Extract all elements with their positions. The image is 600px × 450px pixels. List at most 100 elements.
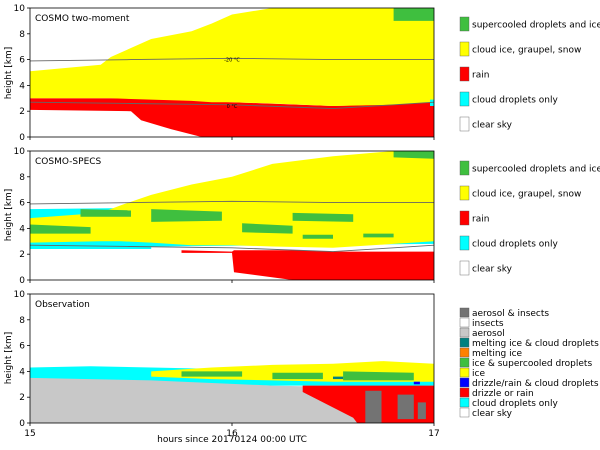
legend-label: aerosol & insects — [472, 309, 549, 319]
isotherm-annotation: -20 °C — [224, 57, 240, 63]
panel-2-legend: supercooled droplets and ice cloud ice, g… — [459, 160, 600, 276]
isotherm-0-c — [30, 101, 434, 110]
panel-1: -20 °C 0 °C 0 2 4 6 8 10 COSMO two-moment superco… — [14, 4, 600, 143]
patch-supercooled-droplets-and-ice — [393, 151, 434, 159]
panel-1-legend: supercooled droplets and ice cloud ice, g… — [459, 16, 600, 132]
x-tick-label: 16 — [226, 429, 238, 439]
x-tick-label: 17 — [428, 429, 439, 439]
y-tick-label: 2 — [19, 107, 25, 117]
y-tick-label: 0 — [19, 419, 25, 429]
isotherm--20-c — [30, 57, 434, 62]
legend-swatch — [459, 327, 470, 338]
legend-label: ice & supercooled droplets — [472, 359, 592, 369]
legend-swatch — [459, 377, 470, 388]
legend-swatch — [459, 357, 470, 368]
panel-3: 0 2 4 6 8 10 15 16 17 Observation aerosol & insect… — [14, 290, 600, 439]
legend-label: ice — [472, 369, 485, 379]
isotherm-0-c — [30, 244, 434, 253]
y-tick-label: 4 — [19, 81, 25, 91]
y-tick-label: 6 — [19, 56, 25, 66]
y-axis-label-2: height [km] — [4, 189, 14, 242]
legend-swatch — [459, 41, 470, 57]
legend-swatch — [459, 185, 470, 201]
legend-label: cloud droplets only — [472, 239, 558, 249]
patch-supercooled-droplets-and-ice — [363, 233, 394, 238]
y-tick-label: 10 — [14, 4, 26, 14]
legend-label: cloud ice, graupel, snow — [472, 45, 581, 55]
y-tick-label: 8 — [19, 173, 25, 183]
legend-swatch — [459, 397, 470, 408]
patch-supercooled-droplets-and-ice — [302, 234, 333, 239]
patch-supercooled-droplets-and-ice — [80, 209, 131, 217]
patch-aerosol-insects — [365, 390, 382, 423]
legend-swatch — [459, 16, 470, 32]
legend-swatch — [459, 307, 470, 318]
y-tick-label: 0 — [19, 133, 25, 143]
y-tick-label: 6 — [19, 199, 25, 209]
legend-swatch — [459, 387, 470, 398]
y-tick-label: 6 — [19, 342, 25, 352]
legend-swatch — [459, 407, 470, 418]
legend-label: cloud droplets only — [472, 95, 558, 105]
legend-swatch — [459, 116, 470, 132]
patch-aerosol-insects — [417, 402, 426, 420]
patch-ice-supercooled-droplets — [343, 371, 414, 381]
legend-swatch — [459, 160, 470, 176]
patch-cloud-droplets-only — [430, 99, 434, 106]
y-axis-label-1: height [km] — [4, 47, 14, 100]
band-cloud-ice-graupel-snow — [30, 8, 434, 106]
y-tick-label: 10 — [14, 290, 26, 300]
legend-label: clear sky — [472, 264, 513, 274]
band-rain — [181, 250, 434, 280]
y-tick-label: 10 — [14, 147, 26, 157]
y-tick-label: 4 — [19, 367, 25, 377]
patch-supercooled-droplets-and-ice — [242, 223, 293, 234]
x-axis-label: hours since 20170124 00:00 UTC — [157, 435, 307, 445]
isotherm--20-c — [30, 200, 434, 205]
patch-drizzle-rain-cloud-droplets — [413, 381, 420, 385]
legend-label: insects — [472, 319, 504, 329]
y-tick-label: 0 — [19, 276, 25, 286]
legend-swatch — [459, 260, 470, 276]
band-cloud-ice-graupel-snow — [30, 151, 434, 248]
y-tick-label: 8 — [19, 316, 25, 326]
panel-3-plot-area — [30, 361, 434, 423]
legend-swatch — [459, 317, 470, 328]
patch-supercooled-droplets-and-ice — [151, 209, 222, 222]
legend-swatch — [459, 367, 470, 378]
panel-title: Observation — [35, 300, 90, 310]
patch-supercooled-droplets-and-ice — [292, 212, 354, 222]
panel-1-plot-area: -20 °C 0 °C — [30, 8, 434, 137]
x-tick-label: 15 — [24, 429, 35, 439]
band-rain — [30, 98, 434, 137]
legend-label: clear sky — [472, 409, 513, 419]
legend-swatch — [459, 66, 470, 82]
y-tick-label: 8 — [19, 30, 25, 40]
patch-supercooled-droplets-and-ice — [30, 224, 91, 234]
panel-title: COSMO two-moment — [35, 14, 130, 24]
legend-label: rain — [472, 70, 489, 80]
legend-label: cloud ice, graupel, snow — [472, 189, 581, 199]
legend-label: supercooled droplets and ice — [472, 164, 600, 174]
legend-label: rain — [472, 214, 489, 224]
legend-swatch — [459, 235, 470, 251]
legend-swatch — [459, 91, 470, 107]
y-tick-label: 2 — [19, 250, 25, 260]
legend-label: melting ice & cloud droplets — [472, 339, 599, 349]
legend-label: clear sky — [472, 120, 513, 130]
patch-supercooled-droplets-and-ice — [393, 8, 434, 21]
legend-swatch — [459, 210, 470, 226]
legend-swatch — [459, 347, 470, 358]
patch-ice-supercooled-droplets — [181, 371, 243, 377]
legend-swatch — [459, 337, 470, 348]
legend-label: cloud droplets only — [472, 399, 558, 409]
patch-melting-ice-cloud-droplets — [333, 376, 344, 380]
legend-label: drizzle or rain — [472, 389, 534, 399]
legend-label: melting ice — [472, 349, 523, 359]
y-tick-label: 4 — [19, 224, 25, 234]
panel-2: 0 2 4 6 8 10 COSMO-SPECS supercooled droplets a… — [14, 147, 600, 286]
legend-label: drizzle/rain & cloud droplets — [472, 379, 599, 389]
panel-2-plot-area — [30, 151, 434, 280]
